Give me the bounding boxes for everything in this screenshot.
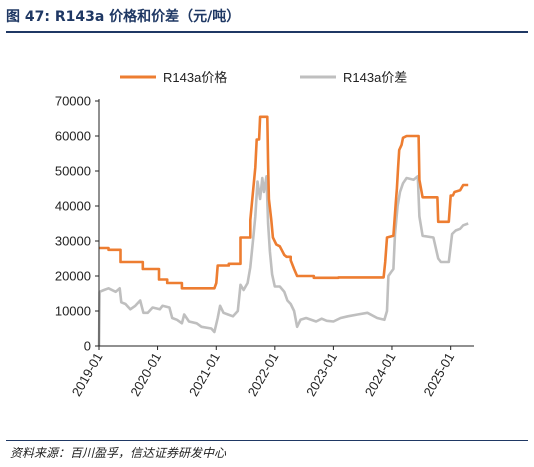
line-chart: R143a价格 R143a价差 0 10000 20000 30000 40000 5000… <box>55 70 474 399</box>
legend-label-price: R143a价格 <box>163 70 227 85</box>
x-tick-label: 2021-01 <box>186 350 223 399</box>
y-tick-label: 10000 <box>55 304 91 319</box>
plot-area <box>97 115 469 347</box>
y-tick-label: 0 <box>84 339 91 354</box>
x-tick-label: 2022-01 <box>245 350 282 399</box>
y-tick-label: 60000 <box>55 129 91 144</box>
price-series-line <box>99 115 469 290</box>
x-tick-label: 2023-01 <box>303 350 340 399</box>
x-tick-label: 2024-01 <box>362 350 399 399</box>
x-tick-label: 2019-01 <box>69 350 106 399</box>
y-tick-label: 70000 <box>55 94 91 109</box>
source-note: 资料来源：百川盈孚，信达证券研发中心 <box>10 446 227 460</box>
legend: R143a价格 R143a价差 <box>120 70 407 85</box>
x-tick-label: 2025-01 <box>420 350 457 399</box>
y-tick-label: 50000 <box>55 164 91 179</box>
y-tick-label: 30000 <box>55 234 91 249</box>
legend-label-spread: R143a价差 <box>343 70 407 85</box>
spread-series-line <box>97 175 469 347</box>
y-tick-label: 40000 <box>55 199 91 214</box>
axes: 0 10000 20000 30000 40000 50000 60000 70000 2019… <box>55 94 474 399</box>
figure-title: 图 47: R143a 价格和价差（元/吨） <box>6 9 241 25</box>
y-tick-label: 20000 <box>55 269 91 284</box>
footer-rule <box>6 440 528 441</box>
x-tick-label: 2020-01 <box>127 350 164 399</box>
title-rule <box>6 31 528 33</box>
